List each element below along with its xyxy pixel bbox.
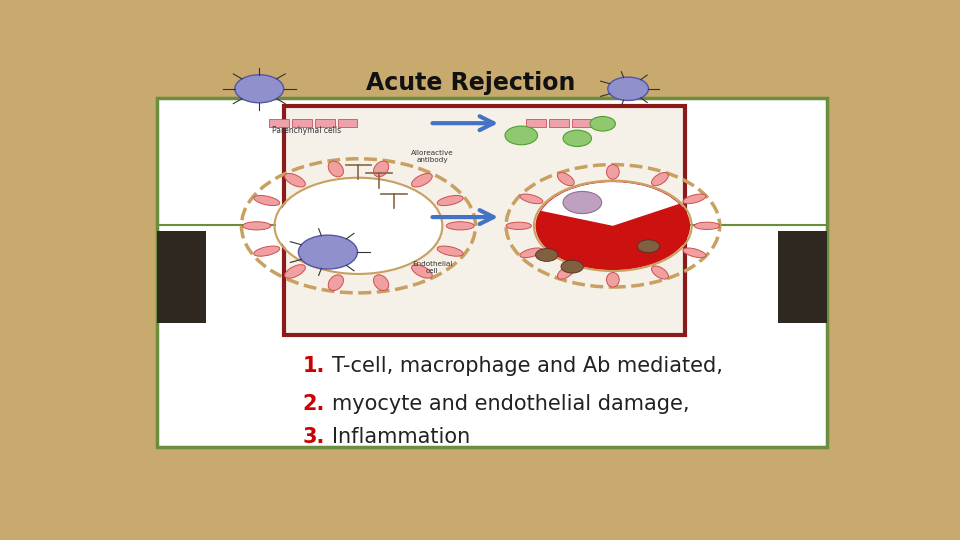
Ellipse shape: [683, 248, 706, 258]
Bar: [572, 119, 591, 127]
Text: Parenchymal cells: Parenchymal cells: [272, 125, 341, 134]
Ellipse shape: [652, 266, 668, 279]
Text: Endothelial
cell: Endothelial cell: [412, 261, 452, 274]
Circle shape: [563, 130, 591, 146]
Ellipse shape: [285, 265, 305, 278]
Text: Inflammation: Inflammation: [332, 427, 470, 447]
Text: Acute Rejection: Acute Rejection: [366, 71, 575, 95]
Ellipse shape: [694, 222, 720, 230]
Wedge shape: [541, 182, 679, 226]
Ellipse shape: [253, 195, 279, 206]
Bar: [157, 231, 205, 322]
Text: T-cell, macrophage and Ab mediated,: T-cell, macrophage and Ab mediated,: [332, 356, 723, 376]
Circle shape: [299, 235, 357, 269]
Circle shape: [536, 248, 558, 261]
Ellipse shape: [243, 222, 271, 230]
Text: myocyte and endothelial damage,: myocyte and endothelial damage,: [332, 394, 689, 414]
Bar: [270, 119, 289, 127]
Ellipse shape: [285, 173, 305, 187]
Ellipse shape: [558, 266, 574, 279]
Ellipse shape: [446, 222, 474, 230]
Ellipse shape: [328, 275, 344, 291]
Bar: [779, 231, 827, 322]
Ellipse shape: [412, 173, 432, 187]
Bar: [526, 119, 545, 127]
Circle shape: [590, 117, 615, 131]
Ellipse shape: [506, 222, 532, 230]
Bar: [292, 119, 312, 127]
Ellipse shape: [558, 173, 574, 186]
Ellipse shape: [520, 194, 542, 204]
Circle shape: [561, 260, 584, 273]
Ellipse shape: [437, 246, 463, 256]
Text: 1.: 1.: [302, 356, 324, 376]
Bar: [549, 119, 568, 127]
Circle shape: [563, 191, 602, 214]
Ellipse shape: [253, 246, 279, 256]
Text: 2.: 2.: [302, 394, 324, 414]
FancyBboxPatch shape: [157, 98, 827, 447]
Ellipse shape: [607, 165, 619, 179]
Ellipse shape: [437, 195, 463, 206]
Ellipse shape: [520, 248, 542, 258]
Ellipse shape: [412, 265, 432, 278]
Circle shape: [536, 181, 690, 270]
Ellipse shape: [328, 161, 344, 177]
FancyBboxPatch shape: [284, 106, 685, 335]
Bar: [338, 119, 357, 127]
Bar: [315, 119, 334, 127]
Text: Alloreactive
antibody: Alloreactive antibody: [411, 150, 454, 163]
Ellipse shape: [373, 161, 389, 177]
Circle shape: [276, 179, 441, 273]
Circle shape: [608, 77, 648, 100]
Circle shape: [505, 126, 538, 145]
Circle shape: [235, 75, 283, 103]
Ellipse shape: [683, 194, 706, 204]
Ellipse shape: [607, 273, 619, 287]
Ellipse shape: [652, 173, 668, 186]
Text: 3.: 3.: [302, 427, 324, 447]
Ellipse shape: [373, 275, 389, 291]
Circle shape: [637, 240, 660, 253]
